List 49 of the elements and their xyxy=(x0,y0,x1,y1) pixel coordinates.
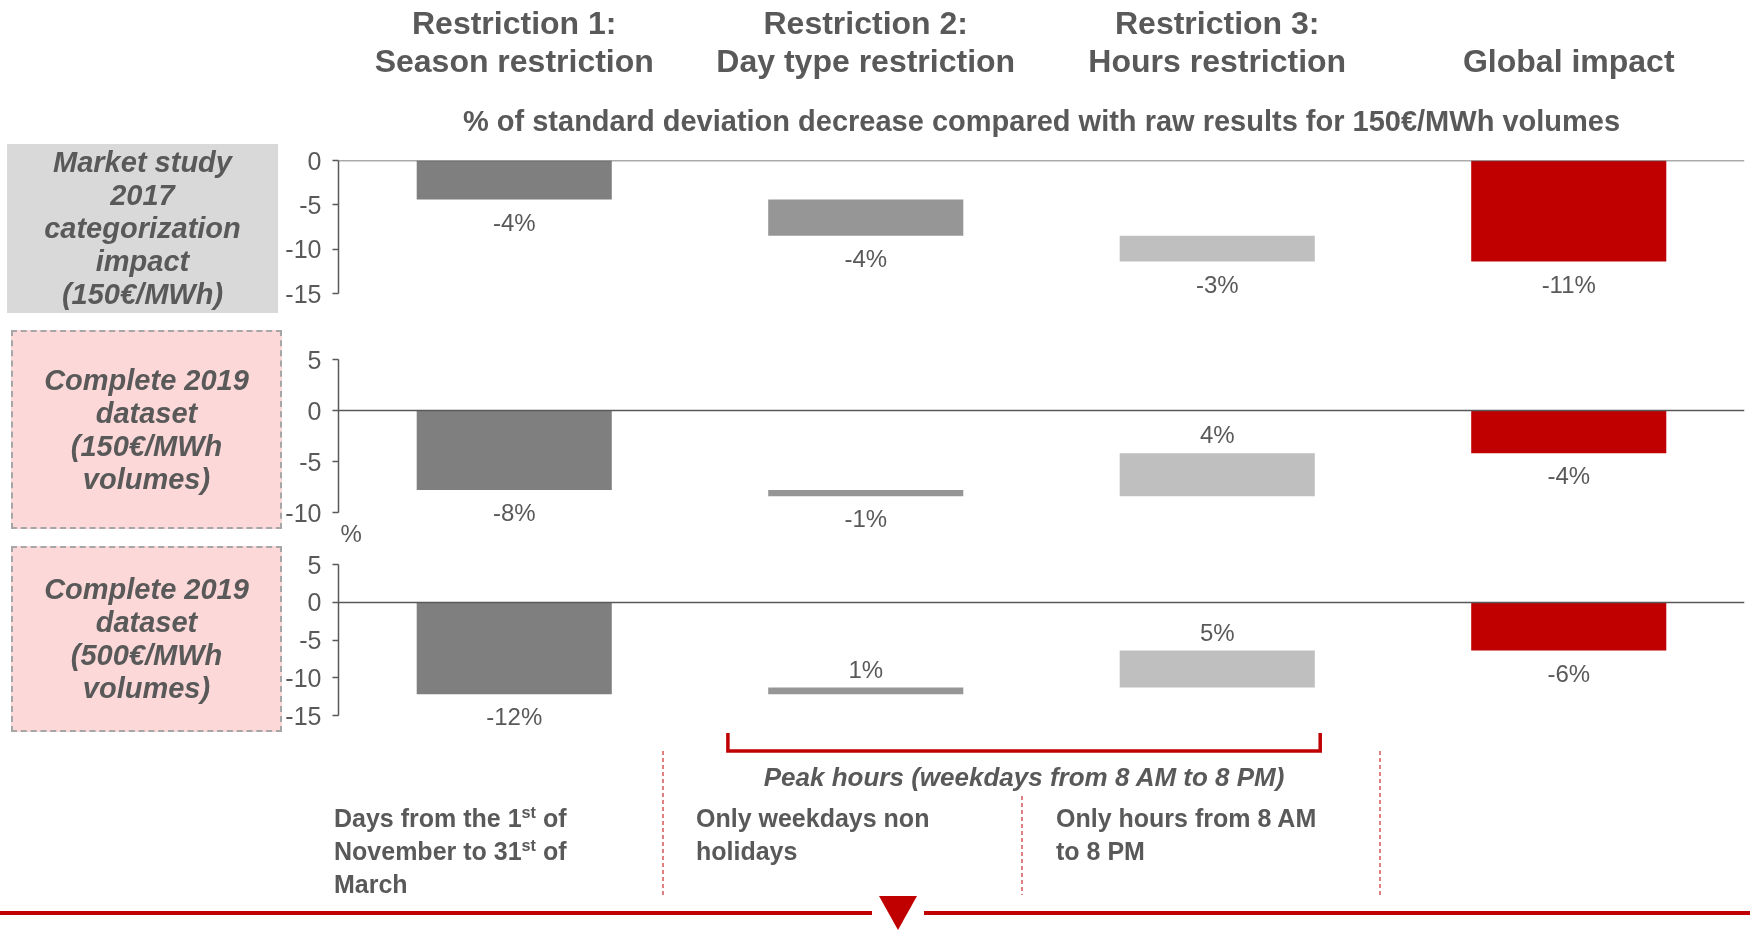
data-label: 5% xyxy=(1199,618,1235,646)
text: Only hours from 8 AM to 8 PM xyxy=(1056,803,1318,867)
data-label: -3% xyxy=(1195,270,1239,298)
y-tick-label: -10 xyxy=(285,235,322,264)
bar xyxy=(416,602,612,695)
x-tick-label: Restriction 3: Hours restriction xyxy=(1088,4,1347,79)
data-label: -4% xyxy=(844,244,888,272)
bar xyxy=(1471,602,1667,651)
bar xyxy=(1471,410,1667,454)
bar xyxy=(1119,453,1315,497)
y-tick-label: -5 xyxy=(299,626,322,654)
text: Market study 2017 categorization impact (150€/MWh) xyxy=(7,144,278,313)
text: Complete 2019 dataset (150€/MWh volumes) xyxy=(11,330,282,529)
y-tick-label: 5 xyxy=(307,345,322,374)
y-tick-label: -10 xyxy=(285,498,322,527)
text: Days from the 1$^{st}$ of November to 31$^{st}$ of March xyxy=(334,802,567,898)
data-label: -4% xyxy=(492,208,536,236)
data-label: 1% xyxy=(848,655,884,683)
text: Peak hours (weekdays from 8 AM to 8 PM) xyxy=(762,762,1286,792)
data-label: -11% xyxy=(1541,270,1596,298)
x-tick-label: Restriction 2: Day type restriction xyxy=(716,4,1016,79)
y-tick-label: -10 xyxy=(285,663,322,692)
text: % xyxy=(340,519,362,547)
text: Complete 2019 dataset (500€/MWh volumes) xyxy=(11,546,282,732)
bar xyxy=(1471,160,1667,262)
bar xyxy=(416,160,612,200)
data-label: 4% xyxy=(1199,421,1235,449)
bar xyxy=(1119,650,1315,688)
bar xyxy=(768,199,964,236)
y-tick-label: 5 xyxy=(307,550,322,579)
bar xyxy=(1119,235,1315,262)
chart-subtitle: % of standard deviation decrease compared with raw results for 150€/MWh volumes xyxy=(462,104,1621,137)
y-tick-label: -5 xyxy=(299,190,322,219)
y-tick-label: -15 xyxy=(285,279,322,308)
y-tick-label: -15 xyxy=(285,701,322,730)
y-tick-label: -5 xyxy=(299,447,322,476)
x-tick-label: Global impact xyxy=(1462,42,1675,79)
y-tick-label: 0 xyxy=(307,396,322,425)
bar xyxy=(768,490,964,497)
data-label: -4% xyxy=(1547,462,1591,490)
data-label: -6% xyxy=(1547,659,1591,687)
data-label: -12% xyxy=(486,703,543,731)
text: Only weekdays non holidays xyxy=(696,803,931,867)
y-tick-label: 0 xyxy=(307,146,322,175)
y-tick-label: 0 xyxy=(307,588,322,617)
bar xyxy=(416,410,612,491)
data-label: -8% xyxy=(492,499,536,527)
x-tick-label: Restriction 1: Season restriction xyxy=(374,4,654,79)
data-label: -1% xyxy=(844,505,888,533)
